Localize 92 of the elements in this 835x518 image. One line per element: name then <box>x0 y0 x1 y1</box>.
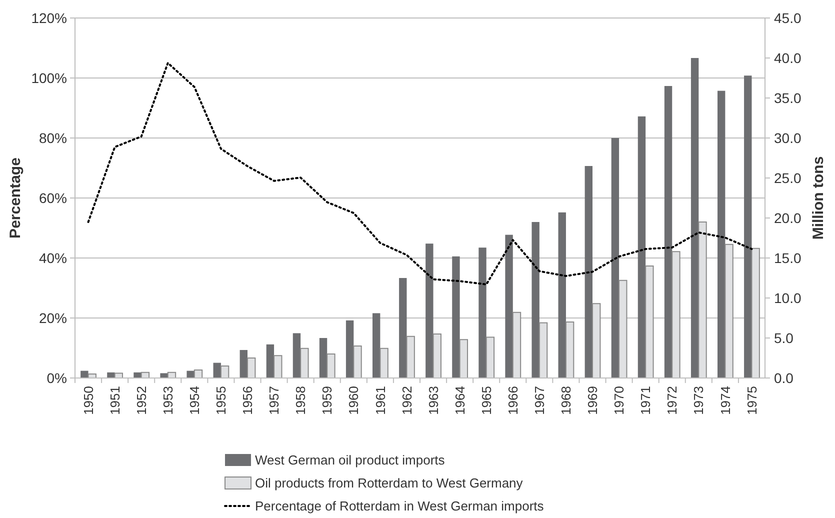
bar <box>452 256 460 378</box>
bar <box>346 320 354 378</box>
x-tick-label: 1952 <box>134 386 149 415</box>
bar <box>512 312 522 378</box>
x-tick-label: 1950 <box>80 386 96 415</box>
x-tick-label: 1958 <box>293 386 308 415</box>
bar <box>717 90 726 378</box>
legend-label: Oil products from Rotterdam to West Germany <box>255 476 524 491</box>
bar <box>274 355 282 378</box>
bar <box>751 248 760 378</box>
bar <box>353 346 362 378</box>
bar <box>247 358 256 378</box>
y-tick-label: 120% <box>31 10 67 26</box>
bar <box>611 138 620 378</box>
x-tick-label: 1963 <box>426 386 441 415</box>
bar <box>80 370 88 378</box>
bar <box>690 58 699 378</box>
x-tick-label: 1968 <box>558 386 574 415</box>
bar <box>432 334 442 378</box>
bar <box>380 348 388 378</box>
x-tick-label: 1973 <box>691 386 706 415</box>
y-tick-label: 40% <box>38 250 67 266</box>
bar <box>426 244 434 378</box>
x-tick-label: 1956 <box>240 386 256 415</box>
x-tick-label: 1955 <box>214 386 229 415</box>
bar <box>399 278 407 378</box>
y2-tick-label: 30.0 <box>774 130 802 146</box>
y2-tick-label: 35.0 <box>774 90 802 106</box>
x-tick-label: 1964 <box>452 386 468 415</box>
bar <box>459 339 468 378</box>
y2-tick-label: 0.0 <box>774 370 794 386</box>
bar <box>486 336 495 378</box>
bar <box>638 116 646 378</box>
x-tick-label: 1966 <box>505 386 520 415</box>
y-axis-title: Percentage <box>7 158 24 238</box>
bar <box>319 338 328 378</box>
bar <box>645 266 654 378</box>
bar <box>300 348 309 378</box>
y-tick-label: 100% <box>31 70 67 86</box>
bar <box>240 350 248 378</box>
bar <box>672 251 680 378</box>
x-tick-label: 1974 <box>718 386 733 415</box>
x-tick-label: 1970 <box>612 386 627 415</box>
bar <box>558 212 566 378</box>
line-series <box>87 62 753 286</box>
x-tick-label: 1957 <box>266 386 282 415</box>
x-tick-label: 1953 <box>160 386 176 415</box>
bar <box>406 336 415 378</box>
x-tick-label: 1960 <box>346 386 362 415</box>
y-tick-label: 60% <box>38 190 67 206</box>
bar <box>618 280 628 378</box>
bar <box>372 313 380 378</box>
x-tick-label: 1975 <box>744 386 760 415</box>
bar <box>220 366 230 378</box>
x-tick-label: 1951 <box>107 386 122 415</box>
legend-label: West German oil product imports <box>255 452 446 468</box>
y2-tick-label: 25.0 <box>774 170 802 186</box>
y2-tick-label: 20.0 <box>774 210 802 226</box>
bar <box>744 76 752 378</box>
x-tick-label: 1959 <box>320 386 335 415</box>
x-tick-label: 1972 <box>664 386 680 415</box>
x-tick-label: 1971 <box>638 386 654 415</box>
x-tick-label: 1969 <box>585 386 600 415</box>
y2-tick-label: 10.0 <box>774 290 802 306</box>
y-tick-label: 0% <box>46 370 67 386</box>
y2-tick-label: 45.0 <box>774 10 802 26</box>
y2-tick-label: 40.0 <box>774 50 802 66</box>
y2-axis-title: Million tons <box>810 156 827 240</box>
bar <box>592 303 601 378</box>
bar <box>532 222 540 378</box>
bar <box>505 234 513 378</box>
bar <box>724 244 734 378</box>
bar <box>565 322 574 378</box>
y-tick-label: 20% <box>38 310 67 326</box>
legend-label: Percentage of Rotterdam in West German imports <box>255 498 544 514</box>
x-tick-label: 1967 <box>532 386 547 415</box>
bar <box>478 248 486 378</box>
bar <box>326 354 336 378</box>
y2-tick-label: 5.0 <box>774 330 794 346</box>
bar <box>698 222 707 378</box>
x-tick-label: 1965 <box>478 386 494 415</box>
bar <box>292 333 301 378</box>
x-tick-label: 1961 <box>372 386 388 415</box>
x-tick-label: 1962 <box>399 386 414 415</box>
bar <box>584 166 592 378</box>
y-tick-label: 80% <box>38 130 67 146</box>
y2-tick-label: 15.0 <box>774 250 802 266</box>
x-tick-label: 1954 <box>186 386 202 415</box>
bar <box>664 86 672 378</box>
bar <box>266 344 274 378</box>
bar <box>160 373 168 378</box>
bar <box>538 322 548 378</box>
